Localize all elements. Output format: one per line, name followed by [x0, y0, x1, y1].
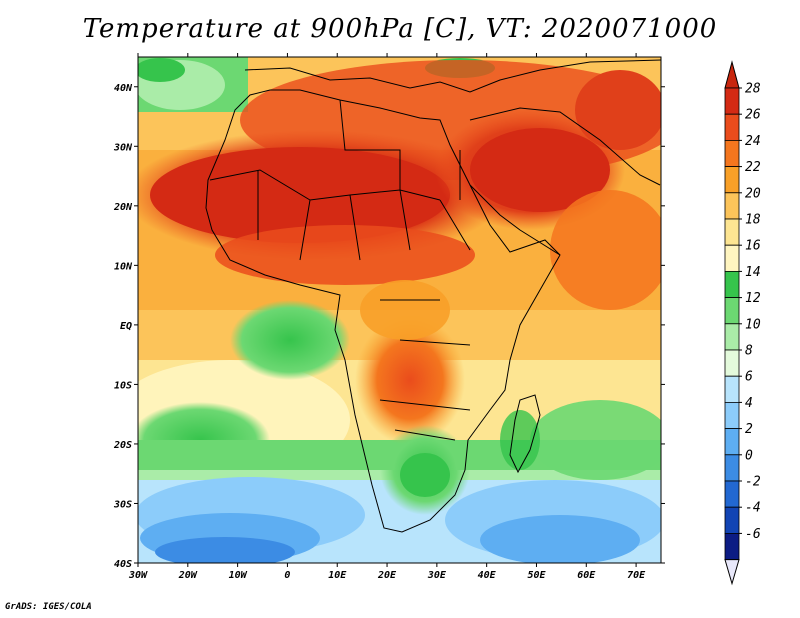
madagascar [509, 394, 541, 474]
colorbar-swatch [724, 375, 740, 403]
plot-frame [137, 56, 662, 564]
colorbar-swatch [724, 87, 740, 115]
field-nw-core [138, 58, 185, 82]
colorbar-swatch [724, 401, 740, 429]
lat-tick-label: 10N [114, 261, 133, 272]
colorbar-swatch [724, 428, 740, 456]
colorbar-label: 0 [745, 448, 753, 463]
colorbar-swatch [724, 323, 740, 351]
field-sahel [215, 225, 475, 285]
europe-coast [244, 59, 661, 93]
lon-tick-label: 20E [377, 570, 397, 581]
lon-tick-label: 30W [128, 570, 148, 581]
colorbar-label: 2 [745, 422, 753, 437]
colorbar-swatch [724, 480, 740, 508]
field-sahara-hottest [150, 147, 450, 243]
colorbar-swatch [724, 506, 740, 534]
lat-tick-label: 40N [114, 83, 133, 94]
colorbar-label: 20 [745, 186, 761, 201]
lon-tick-label: 60E [577, 570, 596, 581]
lat-tick-label: 20S [113, 440, 132, 451]
colorbar-label: 24 [745, 134, 761, 149]
colorbar-label: 8 [745, 344, 753, 359]
lon-tick-label: 0 [284, 570, 290, 581]
field-arabian-sea [550, 190, 661, 310]
field-south-africa-core [400, 453, 450, 497]
arabia-coast [469, 107, 661, 256]
colorbar-swatch [724, 454, 740, 482]
colorbar-swatch [724, 244, 740, 272]
colorbar-label: 10 [745, 317, 761, 332]
lon-tick-label: 70E [627, 570, 646, 581]
colorbar-swatch [724, 139, 740, 167]
temperature-field [138, 57, 661, 563]
lat-tick-label: EQ [120, 321, 132, 332]
colorbar-label: -4 [745, 501, 761, 516]
field-madagascar-east [500, 410, 540, 470]
lon-tick-label: 10E [328, 570, 347, 581]
colorbar-swatch [724, 533, 740, 561]
lat-tick-label: 10S [114, 380, 132, 391]
colorbar-label: 18 [745, 213, 761, 228]
colorbar-label: 12 [745, 291, 761, 306]
lon-tick-label: 30E [427, 570, 447, 581]
lat-tick-label: 30N [113, 142, 133, 153]
field-angola-hot [355, 315, 465, 445]
lon-tick-label: 20W [178, 570, 198, 581]
axis-ticks: 30W 20W 10W 0 10E 20E 30E 40E 50E 60E 70E 40N 30N 20N… [113, 53, 665, 581]
lon-tick-label: 10W [229, 570, 248, 581]
colorbar-label: 22 [745, 160, 761, 175]
africa-coast [205, 89, 561, 533]
field-cold-east-core [480, 515, 640, 563]
colorbar-swatch [724, 192, 740, 220]
colorbar-swatch [724, 218, 740, 246]
lon-tick-label: 40E [478, 570, 497, 581]
colorbar-label: 6 [745, 370, 753, 385]
grads-credit: GrADS: IGES/COLA [5, 602, 92, 612]
colorbar-label: 4 [745, 396, 753, 411]
coastlines [205, 59, 661, 533]
colorbar-swatch [724, 113, 740, 141]
field-arabia-hottest [470, 128, 610, 212]
colorbar-label: -2 [745, 475, 761, 490]
field-indian-green [530, 400, 661, 480]
lat-tick-label: 20N [113, 202, 133, 213]
lon-tick-label: 50E [527, 570, 546, 581]
country-borders [209, 99, 471, 441]
colorbar-label: 28 [745, 82, 761, 97]
colorbar-label: 26 [745, 108, 761, 123]
colorbar-label: -6 [745, 527, 761, 542]
field-iran-hot [575, 70, 661, 150]
field-congo [360, 280, 450, 340]
map-title: Temperature at 900hPa [C], VT: 202007100… [82, 14, 718, 44]
colorbar-label: 16 [745, 239, 761, 254]
colorbar-swatch [724, 166, 740, 194]
colorbar-label: 14 [745, 265, 761, 280]
colorbar-max-arrow [724, 60, 740, 89]
field-cold-west-deep [155, 537, 295, 563]
colorbar-swatch [724, 349, 740, 377]
field-gulf-guinea-green [230, 300, 350, 380]
colorbar-swatch [724, 297, 740, 325]
colorbar-swatch [724, 270, 740, 298]
colorbar-min-arrow [724, 559, 740, 586]
lat-tick-label: 30S [113, 499, 132, 510]
lat-tick-label: 40S [114, 559, 132, 570]
